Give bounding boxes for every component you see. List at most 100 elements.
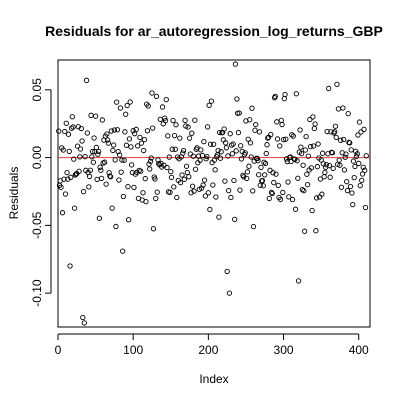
data-point [204,124,211,130]
data-point [77,154,83,160]
data-point [252,127,258,133]
data-point [197,157,203,163]
data-point [353,153,360,159]
data-point [344,187,351,194]
data-point [256,129,263,135]
data-point [268,189,275,196]
data-point [162,115,168,121]
data-point [108,128,115,134]
data-point [347,140,353,146]
data-point [94,176,100,183]
data-point [356,160,362,166]
data-point [272,93,278,100]
data-point [89,154,95,160]
data-point [148,155,154,161]
data-point [166,154,172,160]
data-point [340,105,346,111]
data-point [98,167,104,173]
data-point [334,81,340,88]
data-point [83,77,90,83]
data-point [192,166,199,172]
data-point [329,150,336,156]
data-point [362,204,369,211]
data-point [313,195,320,201]
data-point [145,103,151,109]
data-point [326,85,332,92]
y-tick-label: -0.10 [30,279,44,307]
data-point [220,137,227,143]
data-point [274,136,281,142]
data-point [304,171,310,177]
data-point [262,172,268,178]
data-point [110,147,116,154]
data-point [71,205,78,211]
data-point [121,157,127,163]
data-point [99,117,106,123]
data-point [207,206,213,213]
data-point [350,201,356,208]
data-point [184,169,190,176]
data-point [67,263,73,269]
data-point [275,182,281,189]
data-point [157,116,163,122]
data-point [310,114,316,120]
data-point [354,151,360,157]
data-point [201,138,207,145]
data-point [126,136,133,142]
data-point [233,148,239,154]
data-point [207,141,214,147]
data-point [249,105,255,111]
data-point [76,168,82,174]
data-point [327,174,333,180]
data-point [204,153,210,160]
data-point [66,148,72,155]
data-point [247,140,254,146]
data-point [119,157,125,163]
data-point [120,193,127,200]
data-point [283,136,289,142]
data-point [117,105,124,111]
data-point [172,146,178,152]
data-point [141,147,147,154]
data-point [147,166,153,172]
data-point [247,117,253,123]
data-point [238,156,245,162]
data-point [286,194,292,200]
data-point [277,143,283,149]
data-point [80,188,87,195]
x-tick-label: 400 [349,343,369,357]
data-point [95,148,102,155]
data-point [341,136,347,143]
data-point [308,165,315,171]
data-point [242,150,248,156]
data-point [149,90,155,96]
data-point [335,106,342,112]
data-point [77,146,84,152]
data-point [116,177,122,183]
data-point [333,134,339,141]
data-point [359,171,366,177]
data-point [210,141,217,147]
data-point [273,171,279,177]
data-point [186,174,192,180]
data-point [280,189,286,196]
data-point [143,198,149,205]
data-point [123,142,130,148]
chart-title: Residuals for ar_autoregression_log_retu… [45,23,383,39]
data-point [315,141,321,147]
data-point [104,131,110,137]
data-point [168,169,174,175]
data-point [146,161,152,167]
data-point [232,216,238,223]
data-point [310,143,317,149]
data-point [298,150,305,157]
data-point [201,177,208,183]
data-point [236,110,242,116]
data-point [60,147,66,153]
data-point [124,102,130,109]
data-point [238,143,244,149]
data-point [74,143,81,149]
data-point [318,157,324,163]
data-point [97,164,103,170]
data-point [58,184,64,190]
